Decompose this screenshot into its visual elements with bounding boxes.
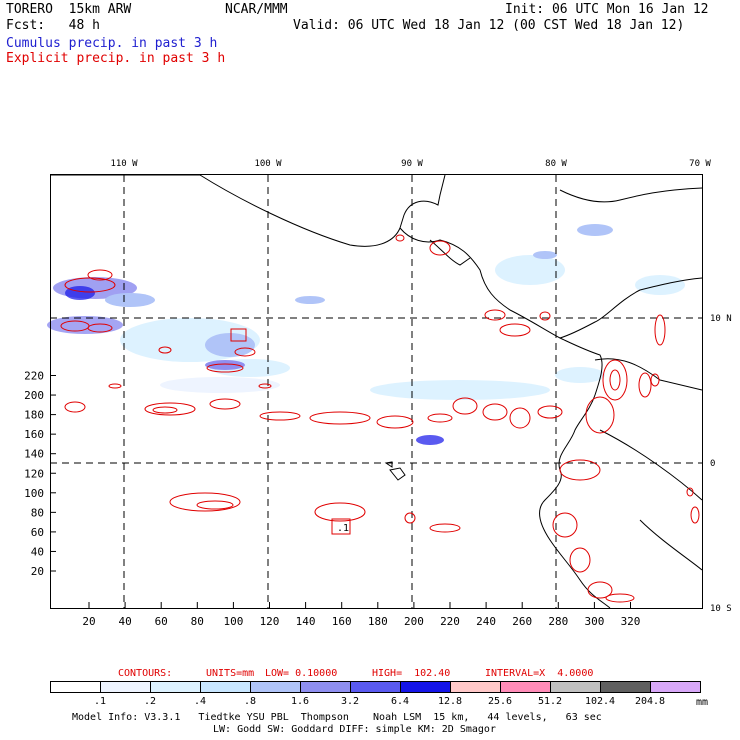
x-tick-label: 40 <box>118 615 131 628</box>
x-tick-label: 100 <box>223 615 243 628</box>
colorbar-label: .2 <box>143 696 157 707</box>
x-tick-label: 20 <box>82 615 95 628</box>
y-tick-label: 120 <box>24 467 44 480</box>
colorbar-swatch <box>650 681 701 693</box>
contour-label: CONTOURS: <box>118 668 173 679</box>
lon-label: 110 W <box>110 159 138 169</box>
map-frame <box>50 174 703 609</box>
x-tick-label: 300 <box>584 615 604 628</box>
x-axis-ticks: 20 40 60 80 100 120 140 160 180 200 220 240 260 280 30… <box>82 602 640 628</box>
box-label: .1 <box>337 523 349 534</box>
colorbar-label: .4 <box>193 696 207 707</box>
colorbar-unit: mm <box>696 697 709 708</box>
colorbar-swatch <box>550 681 601 693</box>
lon-label: 70 W <box>689 159 711 169</box>
colorbar-label: 1.6 <box>290 696 310 707</box>
colorbar-label: .1 <box>93 696 107 707</box>
y-tick-label: 220 <box>24 370 44 383</box>
colorbar-swatch <box>450 681 501 693</box>
contour-units: UNITS=mm <box>206 668 255 679</box>
y-tick-label: 100 <box>24 487 44 500</box>
x-tick-label: 240 <box>476 615 496 628</box>
colorbar-label: 6.4 <box>390 696 410 707</box>
lon-label: 100 W <box>254 159 282 169</box>
init-time: Init: 06 UTC Mon 16 Jan 12 <box>505 2 709 17</box>
y-tick-label: 20 <box>31 565 44 578</box>
y-tick-label: 60 <box>31 526 44 539</box>
colorbar-swatch <box>100 681 151 693</box>
y-tick-label: 80 <box>31 506 44 519</box>
colorbar-label: 12.8 <box>437 696 463 707</box>
lat-label: 0 <box>710 459 715 469</box>
legend-cumulus: Cumulus precip. in past 3 h <box>6 36 218 51</box>
x-tick-label: 140 <box>296 615 316 628</box>
lat-label: 10 N <box>710 314 732 324</box>
colorbar-swatch <box>300 681 351 693</box>
model-title: TORERO 15km ARW <box>6 2 132 17</box>
model-info: Model Info: V3.3.1 Tiedtke YSU PBL Thomp… <box>72 712 602 723</box>
colorbar-label: 102.4 <box>584 696 616 707</box>
colorbar-swatch <box>250 681 301 693</box>
explicit-precip-contours <box>60 234 700 603</box>
colorbar-label: 51.2 <box>537 696 563 707</box>
x-tick-label: 280 <box>548 615 568 628</box>
colorbar-swatch <box>200 681 251 693</box>
x-tick-label: 220 <box>440 615 460 628</box>
colorbar-label: 3.2 <box>340 696 360 707</box>
forecast-hour: Fcst: 48 h <box>6 18 100 33</box>
contour-low: LOW= 0.10000 <box>265 668 338 679</box>
x-tick-label: 260 <box>512 615 532 628</box>
contour-high: HIGH= 102.40 <box>372 668 451 679</box>
lon-label: 80 W <box>545 159 567 169</box>
x-tick-label: 200 <box>404 615 424 628</box>
physics-info: LW: Godd SW: Goddard DIFF: simple KM: 2D… <box>213 724 496 735</box>
lon-label: 90 W <box>401 159 423 169</box>
y-tick-label: 160 <box>24 428 44 441</box>
colorbar-label: 204.8 <box>634 696 666 707</box>
contour-interval: INTERVAL=X 4.0000 <box>485 668 594 679</box>
lat-label: 10 S <box>710 604 732 614</box>
organization: NCAR/MMM <box>225 2 288 17</box>
colorbar-label: .8 <box>243 696 257 707</box>
colorbar-swatch <box>350 681 401 693</box>
x-tick-label: 120 <box>260 615 280 628</box>
colorbar-swatch <box>500 681 551 693</box>
x-tick-label: 60 <box>155 615 168 628</box>
colorbar-label: 25.6 <box>487 696 513 707</box>
x-tick-label: 180 <box>368 615 388 628</box>
x-tick-label: 320 <box>621 615 641 628</box>
legend-explicit: Explicit precip. in past 3 h <box>6 51 226 66</box>
y-tick-label: 140 <box>24 448 44 461</box>
colorbar-swatch <box>600 681 651 693</box>
y-tick-label: 180 <box>24 409 44 422</box>
cumulus-precip-areas <box>47 224 685 445</box>
colorbar-swatch <box>50 681 101 693</box>
y-tick-label: 200 <box>24 389 44 402</box>
valid-time: Valid: 06 UTC Wed 18 Jan 12 (00 CST Wed … <box>293 18 685 33</box>
y-tick-label: 40 <box>31 545 44 558</box>
x-tick-label: 160 <box>332 615 352 628</box>
colorbar-swatch <box>400 681 451 693</box>
x-tick-label: 80 <box>191 615 204 628</box>
colorbar-swatch <box>150 681 201 693</box>
y-axis-ticks: 20 40 60 80 100 120 140 160 180 200 220 <box>24 370 56 578</box>
